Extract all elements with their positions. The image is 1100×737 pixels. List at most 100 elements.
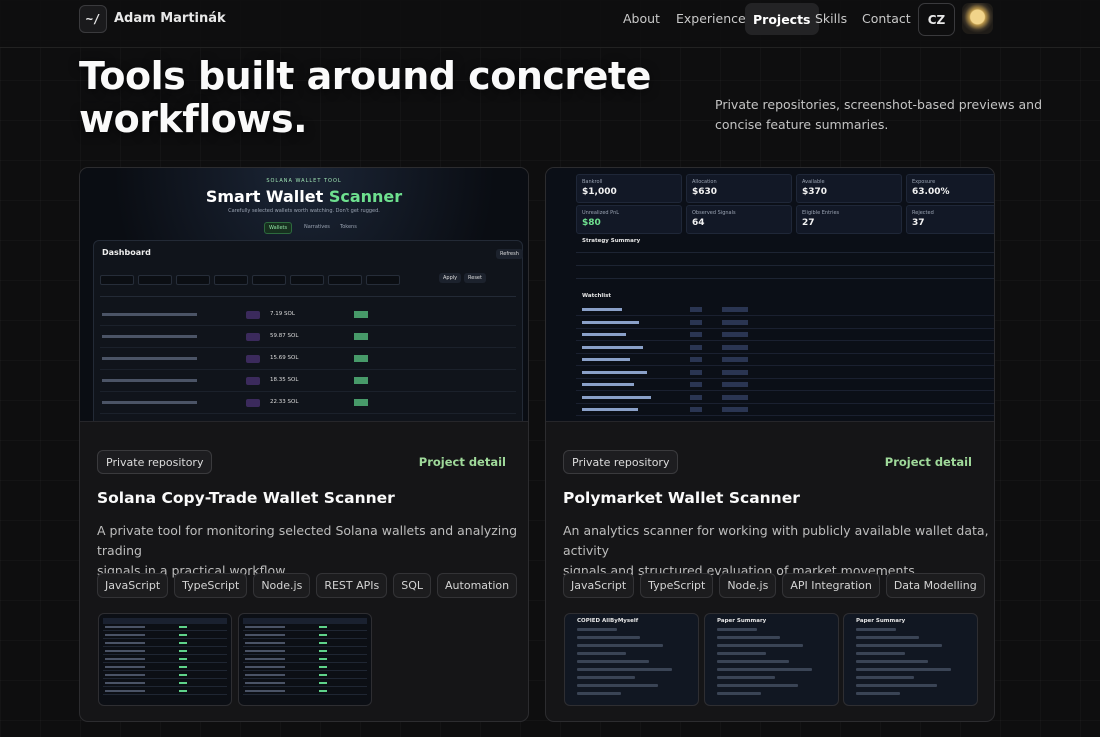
thumb-cell xyxy=(319,634,327,636)
thumbnail-line xyxy=(717,684,798,687)
watch-chip xyxy=(722,369,748,375)
tech-tag: Data Modelling xyxy=(885,573,985,598)
stat-label: Available xyxy=(802,179,825,185)
thumb-cell xyxy=(245,674,285,676)
watch-name xyxy=(582,320,639,324)
row-pnl xyxy=(354,333,368,340)
watch-chip xyxy=(690,394,702,400)
filter-input xyxy=(328,275,362,285)
watch-name xyxy=(582,395,651,399)
watch-chip xyxy=(722,407,748,412)
watch-chip xyxy=(722,319,748,325)
thumb-cell xyxy=(319,650,327,652)
description-line: A private tool for monitoring selected S… xyxy=(97,523,518,558)
hero-subtitle: Private repositories, screenshot-based p… xyxy=(715,95,1042,135)
language-switch[interactable]: CZ xyxy=(918,3,955,36)
thumb-cell xyxy=(245,634,285,636)
stat-value: $80 xyxy=(582,218,601,228)
row-balance: 18.35 SOL xyxy=(270,377,299,383)
stat-card: Allocation $630 xyxy=(686,174,792,203)
thumb-cell xyxy=(245,690,285,692)
thumb-cell xyxy=(179,642,187,644)
watch-sep xyxy=(576,390,994,391)
thumb-row xyxy=(103,654,227,655)
tech-tag: API Integration xyxy=(782,573,880,598)
watch-chip xyxy=(722,382,748,387)
preview-heading: Smart Wallet Scanner xyxy=(80,187,528,206)
thumbnail[interactable] xyxy=(98,613,232,706)
thumbnail[interactable]: COPIED AllByMyself xyxy=(564,613,699,706)
project-detail-link[interactable]: Project detail xyxy=(884,455,972,469)
project-card: Bankroll $1,000 Allocation $630 Available $37… xyxy=(545,167,995,722)
thumbnail-heading: COPIED AllByMyself xyxy=(577,618,639,624)
project-detail-link[interactable]: Project detail xyxy=(418,455,506,469)
nav-link[interactable]: Skills xyxy=(815,10,848,26)
nav-link[interactable]: Experience xyxy=(676,10,746,26)
nav-link[interactable]: About xyxy=(623,10,660,26)
stat-card: Exposure 63.00% xyxy=(906,174,994,203)
thumb-row xyxy=(243,654,367,655)
watch-name xyxy=(582,308,622,311)
thumb-row xyxy=(103,678,227,679)
thumbnail-line xyxy=(856,644,942,647)
thumb-row xyxy=(103,686,227,687)
thumbnail-line xyxy=(856,636,919,639)
description-line: An analytics scanner for working with pu… xyxy=(563,523,989,558)
thumb-row xyxy=(243,630,367,631)
stat-value: $1,000 xyxy=(582,187,617,197)
row-address xyxy=(102,335,197,338)
table-header xyxy=(100,296,516,297)
tech-tag: JavaScript xyxy=(563,573,635,598)
filter-input xyxy=(100,275,134,285)
thumb-cell xyxy=(319,658,327,660)
thumbnail-heading: Paper Summary xyxy=(856,618,906,624)
stat-label: Observed Signals xyxy=(692,210,736,216)
row-sep xyxy=(100,391,516,392)
filter-input xyxy=(290,275,324,285)
thumb-cell xyxy=(105,634,145,636)
heading-text: Smart Wallet xyxy=(205,187,329,206)
watch-chip xyxy=(690,369,702,375)
thumbnail-line xyxy=(577,692,621,695)
tech-tag: Node.js xyxy=(253,573,311,598)
hero-title: Tools built around concrete workflows. xyxy=(79,55,651,141)
panel-button[interactable]: Apply xyxy=(439,273,462,283)
panel-button[interactable]: Reset xyxy=(464,273,486,283)
section-title: Watchlist xyxy=(582,293,612,299)
thumbnail[interactable] xyxy=(238,613,372,706)
thumb-row xyxy=(243,638,367,639)
hero-title-line: Tools built around concrete xyxy=(79,54,651,98)
thumb-cell xyxy=(179,658,187,660)
thumb-row xyxy=(103,670,227,671)
thumbnail[interactable]: Paper Summary xyxy=(704,613,839,706)
panel-button[interactable]: Refresh xyxy=(496,249,523,259)
logo[interactable]: ~/ xyxy=(79,5,107,33)
watch-name xyxy=(582,333,626,336)
avatar[interactable] xyxy=(962,3,993,34)
tech-tag: Automation xyxy=(437,573,518,598)
summary-row xyxy=(576,265,994,266)
nav-link[interactable]: Contact xyxy=(862,10,911,26)
thumb-cell xyxy=(319,682,327,684)
thumb-row xyxy=(243,646,367,647)
row-pnl xyxy=(354,311,368,318)
nav-link[interactable]: Projects xyxy=(745,3,819,35)
watch-sep xyxy=(576,402,994,404)
thumbnail-line xyxy=(717,660,789,663)
watch-name xyxy=(582,408,638,411)
watch-sep xyxy=(576,352,994,354)
preview-kicker: SOLANA WALLET TOOL xyxy=(266,178,342,184)
preview-tagline: Carefully selected wallets worth watchin… xyxy=(228,208,380,214)
watch-chip xyxy=(690,319,702,325)
thumbnail-line xyxy=(577,660,649,663)
row-balance: 7.19 SOL xyxy=(270,311,295,317)
thumb-row xyxy=(103,630,227,631)
thumb-cell xyxy=(179,634,187,636)
thumbnail[interactable]: Paper Summary xyxy=(843,613,978,706)
thumbnail-line xyxy=(856,628,896,631)
stat-label: Bankroll xyxy=(582,179,603,185)
stat-value: 63.00% xyxy=(912,187,950,197)
thumbnail-line xyxy=(717,692,761,695)
brand-name[interactable]: Adam Martinák xyxy=(114,11,226,26)
thumb-cell xyxy=(105,666,145,668)
